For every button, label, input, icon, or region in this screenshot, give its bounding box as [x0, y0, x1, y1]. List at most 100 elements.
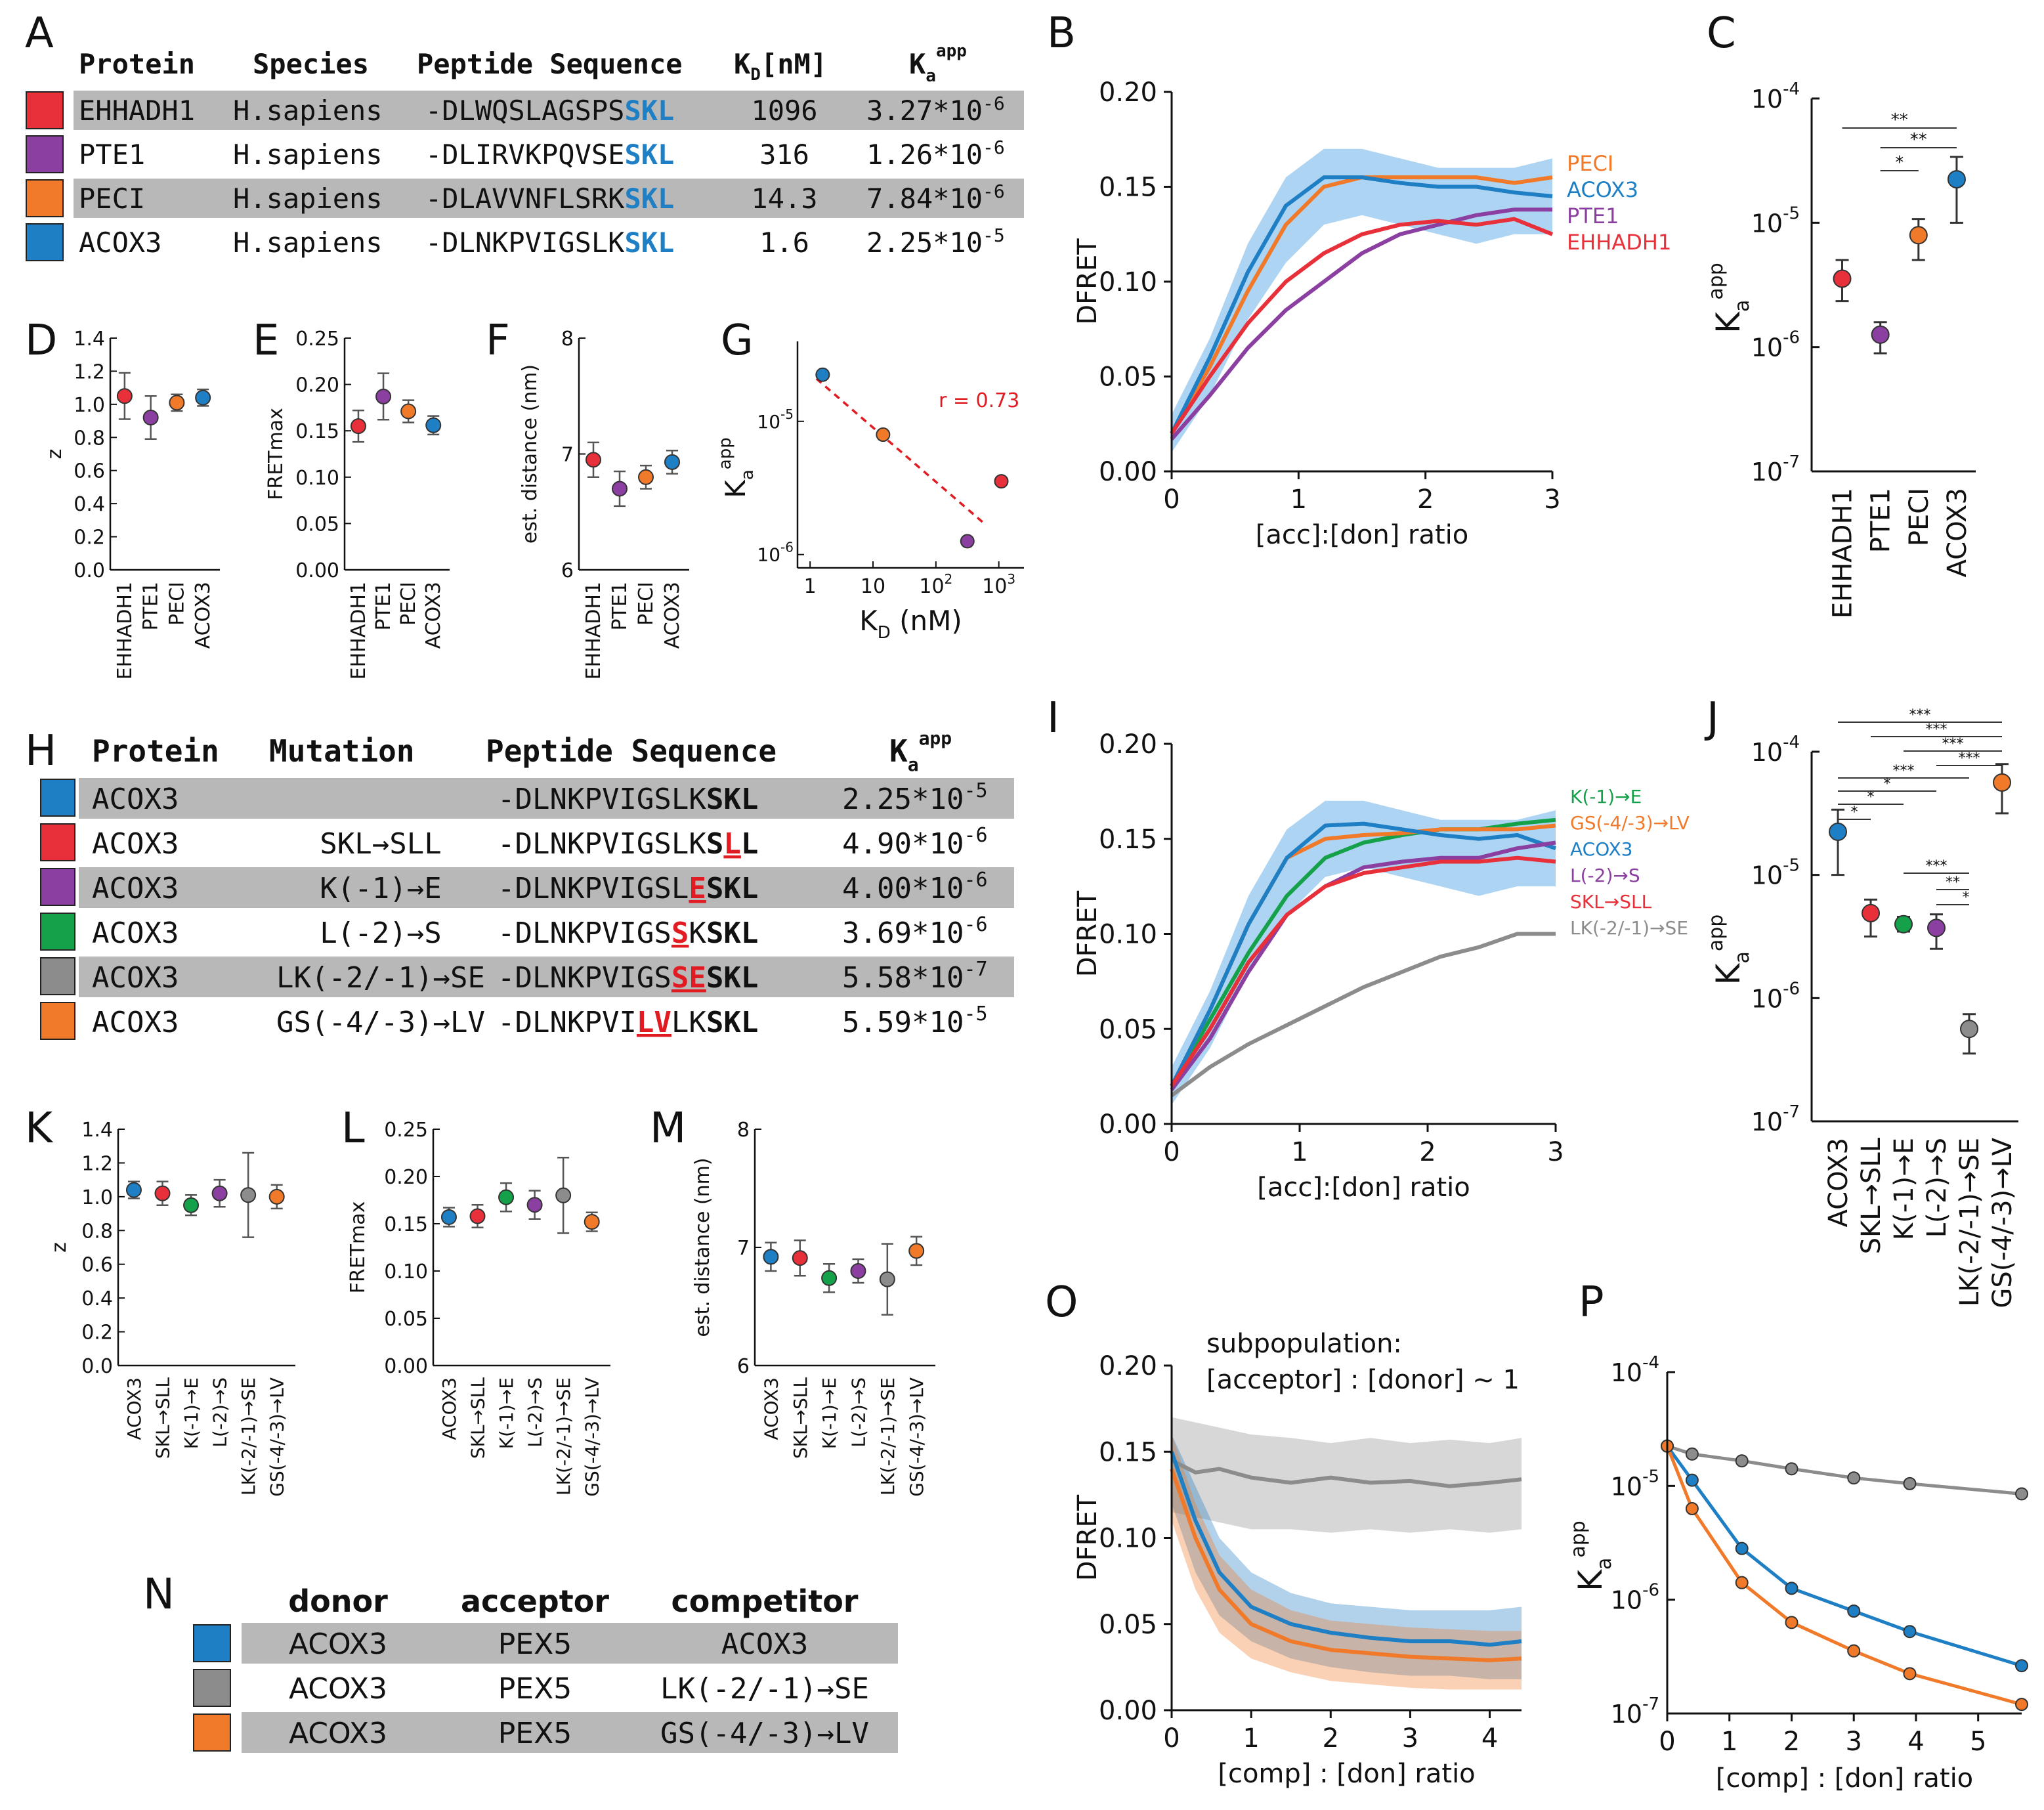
- y-tick-label: 0.6: [74, 460, 105, 483]
- x-axis-title: [acc]:[don] ratio: [1257, 1173, 1470, 1203]
- data-point-ACOX3: [1829, 822, 1847, 841]
- color-swatch-ACOX3: [193, 1624, 231, 1662]
- table-row-mutation: K(-1)→E: [320, 872, 441, 905]
- text-span: -5: [1783, 204, 1800, 223]
- table-n-header-competitor: competitor: [671, 1584, 859, 1619]
- text-span: K: [719, 479, 752, 498]
- confidence-band: [1172, 800, 1556, 1105]
- text-span: -6: [964, 824, 987, 847]
- text-span: -5: [983, 225, 1005, 246]
- table-row-kd: 316: [759, 139, 809, 171]
- text-span: -DLAVVNFLSRK: [425, 183, 625, 215]
- text-span: -6: [983, 137, 1005, 158]
- text-span: a: [1593, 1558, 1616, 1570]
- x-tick-label: K(-1)→E: [1889, 1138, 1919, 1240]
- text-span: -6: [1783, 328, 1800, 348]
- text-span: app: [715, 437, 735, 469]
- y-tick-label: 0.10: [1099, 267, 1157, 297]
- table-row-ka: 4.00*10-6: [842, 869, 988, 905]
- significance-label: **: [1946, 874, 1960, 891]
- text-span: SKL: [706, 1006, 758, 1039]
- y-tick-label: 0.15: [1099, 825, 1157, 855]
- text-span: 10: [1611, 1472, 1642, 1501]
- panel-label-O: O: [1045, 1278, 1078, 1327]
- data-point-LK(-2/-1)→SE: [1847, 1471, 1861, 1485]
- text-span: -5: [964, 779, 987, 802]
- table-h-header-sequence: Peptide Sequence: [486, 733, 777, 769]
- y-tick-label: 0.10: [1099, 1524, 1157, 1554]
- color-swatch-: [40, 779, 75, 817]
- text-span: a: [926, 66, 936, 86]
- legend-entry-ACOX3: ACOX3: [1570, 838, 1632, 860]
- color-swatch-L(-2)→S: [40, 913, 75, 951]
- x-tick-label: 2: [1323, 1723, 1339, 1754]
- y-tick-label: 7: [561, 444, 574, 467]
- x-tick-label: EHHADH1: [1828, 488, 1858, 618]
- text-span: -6: [1642, 1581, 1659, 1601]
- table-row-species: H.sapiens: [233, 139, 383, 171]
- x-tick-label: 4: [1481, 1723, 1498, 1754]
- x-tick-label: 3: [1402, 1723, 1418, 1754]
- x-tick-label: 0: [1659, 1727, 1675, 1757]
- table-row-competitor: ACOX3: [721, 1627, 808, 1661]
- panel-label-G: G: [721, 316, 754, 365]
- y-tick-label: 10-7: [1751, 1102, 1800, 1136]
- text-span: -6: [1783, 979, 1800, 999]
- significance-label: ***: [1959, 750, 1980, 767]
- series-line-ACOX3: [1665, 1445, 2022, 1668]
- data-point-L(-2)→S: [1927, 918, 1946, 937]
- x-tick-label: ACOX3: [422, 582, 445, 649]
- data-point-GS(-4/-3)→LV: [908, 1243, 925, 1259]
- data-point-L(-2)→S: [211, 1185, 228, 1201]
- significance-label: ***: [1909, 707, 1931, 723]
- x-tick-label: PTE1: [1866, 488, 1896, 553]
- confidence-band: [1172, 1417, 1522, 1533]
- significance-label: *: [1867, 789, 1875, 806]
- x-tick-label: PTE1: [372, 582, 395, 630]
- annotation-subpopulation: subpopulation:: [1206, 1329, 1402, 1359]
- text-span: S: [671, 916, 689, 950]
- text-span: 5.58*10: [842, 961, 964, 995]
- table-row-sequence: -DLAVVNFLSRKSKL: [425, 183, 674, 215]
- text-span: 10: [1751, 861, 1783, 890]
- y-tick-label: 0.05: [1099, 1014, 1157, 1045]
- table-a-header-species: Species: [253, 48, 369, 80]
- y-tick-label: 0.10: [384, 1261, 428, 1283]
- panel-label-B: B: [1047, 9, 1076, 58]
- y-tick-label: 10-4: [1751, 79, 1800, 114]
- y-tick-label: 0.20: [384, 1166, 428, 1189]
- legend-entry-PECI: PECI: [1567, 151, 1613, 176]
- table-row-kd: 1.6: [759, 226, 809, 259]
- y-tick-label: 1.0: [81, 1186, 113, 1209]
- x-tick-label: LK(-2/-1)→SE: [553, 1377, 574, 1496]
- text-span: -DLWQSLAGSPS: [425, 95, 624, 127]
- text-span: 10: [1751, 334, 1783, 362]
- y-tick-label: 6: [561, 559, 574, 582]
- data-point-ACOX3: [763, 1249, 779, 1265]
- y-tick-label: 1.0: [74, 394, 105, 417]
- table-row-species: H.sapiens: [233, 183, 383, 215]
- text-span: L: [723, 827, 741, 861]
- text-span: -6: [780, 540, 794, 555]
- y-tick-label: 10-5: [1611, 1467, 1659, 1501]
- y-tick-label: 0.20: [1099, 1351, 1157, 1381]
- table-row-sequence: -DLNKPVIGSSESKL: [498, 961, 758, 995]
- x-tick-label: ACOX3: [438, 1377, 460, 1440]
- text-span: a: [1731, 300, 1754, 312]
- text-span: 2.25*10: [866, 226, 983, 259]
- panel-label-I: I: [1047, 694, 1059, 743]
- series-line-GS(-4/-3)→LV: [1170, 1468, 1522, 1662]
- text-span: K: [1709, 311, 1747, 334]
- x-tick-label: ACOX3: [123, 1377, 145, 1440]
- y-tick-label: 1.2: [74, 360, 105, 383]
- table-row-species: H.sapiens: [233, 95, 383, 127]
- text-span: -5: [780, 406, 794, 422]
- text-span: 2.25*10: [842, 783, 964, 816]
- x-tick-label: PECI: [165, 582, 188, 626]
- y-axis-title: DFRET: [1073, 890, 1103, 977]
- table-row-donor: ACOX3: [289, 1627, 387, 1661]
- text-span: K: [909, 48, 926, 80]
- y-tick-label: 0.20: [1099, 77, 1157, 108]
- series-line-LK(-2/-1)→SE: [1170, 932, 1556, 1098]
